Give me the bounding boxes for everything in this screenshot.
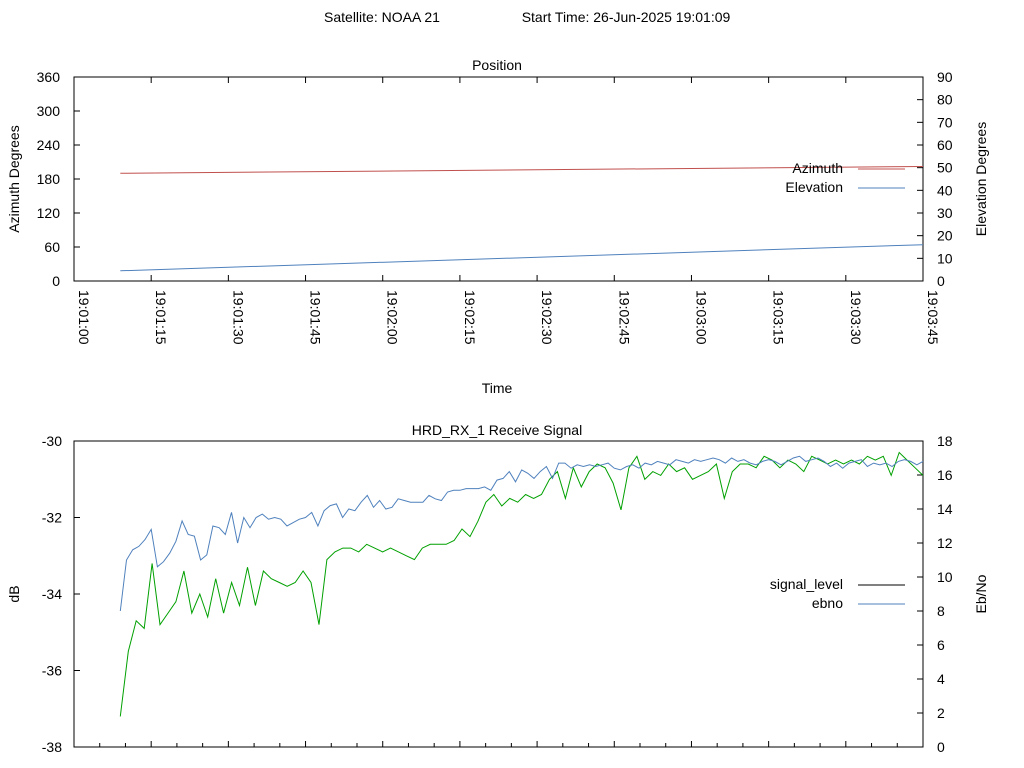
elevation-tick-label: 20	[937, 228, 953, 244]
azimuth-ticks: 0 60 120 180 240 300 360	[37, 69, 80, 289]
time-tick-label: 19:03:30	[848, 290, 864, 345]
ebno-tick-label: 12	[937, 535, 953, 551]
db-ticks: -30 -32 -34 -36 -38	[42, 433, 80, 755]
ebno-tick-label: 10	[937, 569, 953, 585]
azimuth-axis-label: Azimuth Degrees	[6, 125, 22, 232]
ebno-tick-label: 0	[937, 739, 945, 755]
azimuth-tick-label: 360	[37, 69, 61, 85]
elevation-line	[120, 244, 924, 272]
db-tick-label: -32	[42, 510, 62, 526]
db-tick-label: -30	[42, 433, 62, 449]
ebno-axis-label: Eb/No	[973, 574, 989, 613]
ebno-tick-label: 18	[937, 433, 953, 449]
elevation-tick-label: 40	[937, 182, 953, 198]
elevation-tick-label: 0	[937, 273, 945, 289]
db-tick-label: -36	[42, 663, 62, 679]
time-tick-label: 19:01:30	[230, 290, 246, 345]
ebno-tick-label: 6	[937, 637, 945, 653]
elevation-tick-label: 60	[937, 137, 953, 153]
azimuth-tick-label: 60	[44, 239, 60, 255]
time-tick-label: 19:02:45	[616, 290, 632, 345]
db-tick-label: -38	[42, 739, 62, 755]
azimuth-tick-label: 120	[37, 205, 61, 221]
signal-plot-frame	[73, 440, 924, 748]
legend-elevation-label: Elevation	[785, 179, 843, 195]
time-tick-label: 19:01:00	[76, 290, 92, 345]
elevation-tick-label: 80	[937, 92, 953, 108]
elevation-tick-label: 30	[937, 205, 953, 221]
elevation-ticks: 0 10 20 30 40 50 60 70 80 90	[917, 69, 953, 289]
db-tick-label: -34	[42, 586, 62, 602]
time-tick-label: 19:02:15	[462, 290, 478, 345]
legend-azimuth-label: Azimuth	[792, 160, 843, 176]
signal-chart: HRD_RX_1 Receive Signal dB Eb/No -30-32-…	[6, 422, 989, 755]
signal-chart-title: HRD_RX_1 Receive Signal	[412, 422, 582, 438]
ebno-tick-label: 2	[937, 705, 945, 721]
elevation-tick-label: 90	[937, 69, 953, 85]
ebno-tick-label: 8	[937, 603, 945, 619]
time-tick-label: 19:02:00	[385, 290, 401, 345]
time-tick-label: 19:03:00	[693, 290, 709, 345]
ebno-line	[119, 455, 924, 612]
time-tick-label: 19:01:15	[153, 290, 169, 345]
db-axis-label: dB	[6, 585, 22, 602]
signal-series	[119, 451, 924, 717]
elevation-tick-label: 10	[937, 250, 953, 266]
ebno-ticks: 0 2 4 6 8 10 12 14 16 18	[917, 433, 953, 755]
time-tick-label: 19:03:45	[925, 290, 941, 345]
azimuth-tick-label: 240	[37, 137, 61, 153]
position-chart-title: Position	[472, 57, 522, 73]
time-tick-label: 19:02:30	[539, 290, 555, 345]
azimuth-line	[120, 166, 924, 174]
legend-signal-level-label: signal_level	[770, 576, 843, 592]
start-time-label: Start Time: 26-Jun-2025 19:01:09	[522, 9, 731, 25]
time-tick-label: 19:01:45	[308, 290, 324, 345]
ebno-tick-label: 4	[937, 671, 945, 687]
elevation-tick-label: 50	[937, 160, 953, 176]
legend-ebno-label: ebno	[812, 595, 843, 611]
azimuth-tick-label: 180	[37, 171, 61, 187]
position-chart: Position Azimuth Degrees Elevation Degre…	[6, 57, 989, 396]
elevation-tick-label: 70	[937, 114, 953, 130]
elevation-axis-label: Elevation Degrees	[973, 122, 989, 236]
signal-legend: signal_level ebno	[770, 576, 905, 611]
time-axis-label: Time	[482, 380, 513, 396]
time-ticks: 19:01:00 19:01:15 19:01:30 19:01:45 19:02:00…	[73, 77, 941, 345]
azimuth-tick-label: 0	[52, 273, 60, 289]
position-legend: Azimuth Elevation	[785, 160, 905, 195]
position-series	[120, 166, 924, 272]
azimuth-tick-label: 300	[37, 103, 61, 119]
ebno-tick-label: 16	[937, 467, 953, 483]
time-tick-label: 19:03:15	[771, 290, 787, 345]
satellite-label: Satellite: NOAA 21	[324, 9, 440, 25]
signal-time-ticks	[73, 741, 924, 747]
ebno-tick-label: 14	[937, 501, 953, 517]
